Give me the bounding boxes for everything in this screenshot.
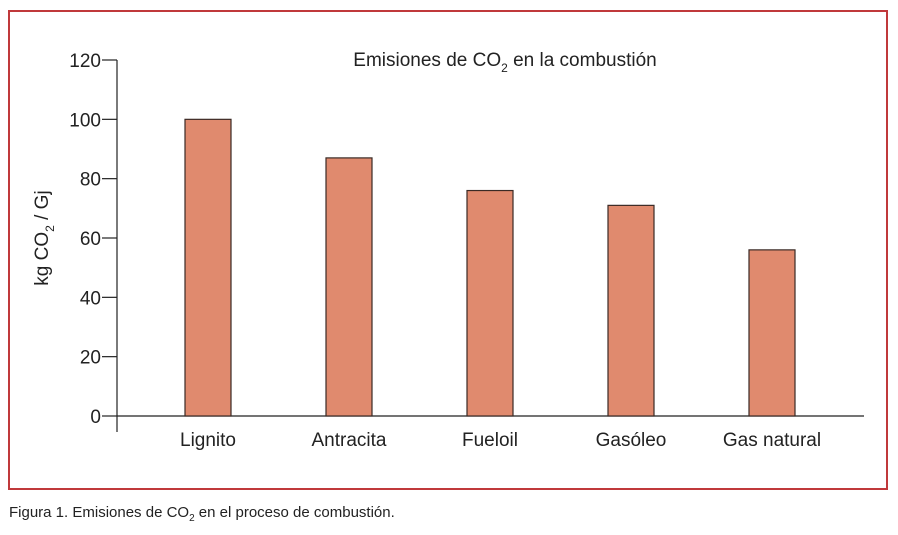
y-tick-label: 40	[80, 288, 101, 309]
x-tick-label: Antracita	[312, 430, 387, 451]
x-tick-label: Lignito	[180, 430, 236, 451]
y-tick-label: 120	[69, 51, 101, 72]
bar-gasóleo	[607, 204, 655, 417]
figure-caption: Figura 1. Emisiones de CO2 en el proceso…	[9, 504, 395, 524]
x-tick-label: Gas natural	[723, 430, 821, 451]
bar-lignito	[184, 118, 232, 417]
y-tick-label: 80	[80, 170, 101, 191]
chart-title: Emisiones de CO2 en la combustión	[353, 50, 656, 75]
y-tick-label: 60	[80, 229, 101, 250]
x-tick-label: Fueloil	[462, 430, 518, 451]
x-tick-label: Gasóleo	[596, 430, 667, 451]
y-tick-label: 0	[90, 407, 101, 428]
y-tick-label: 20	[80, 348, 101, 369]
chart-frame	[8, 10, 888, 490]
y-tick-label: 100	[69, 110, 101, 131]
y-axis-label: kg CO2 / Gj	[32, 190, 57, 285]
bar-fueloil	[466, 189, 514, 417]
bar-gas-natural	[748, 249, 796, 417]
bar-antracita	[325, 157, 373, 417]
